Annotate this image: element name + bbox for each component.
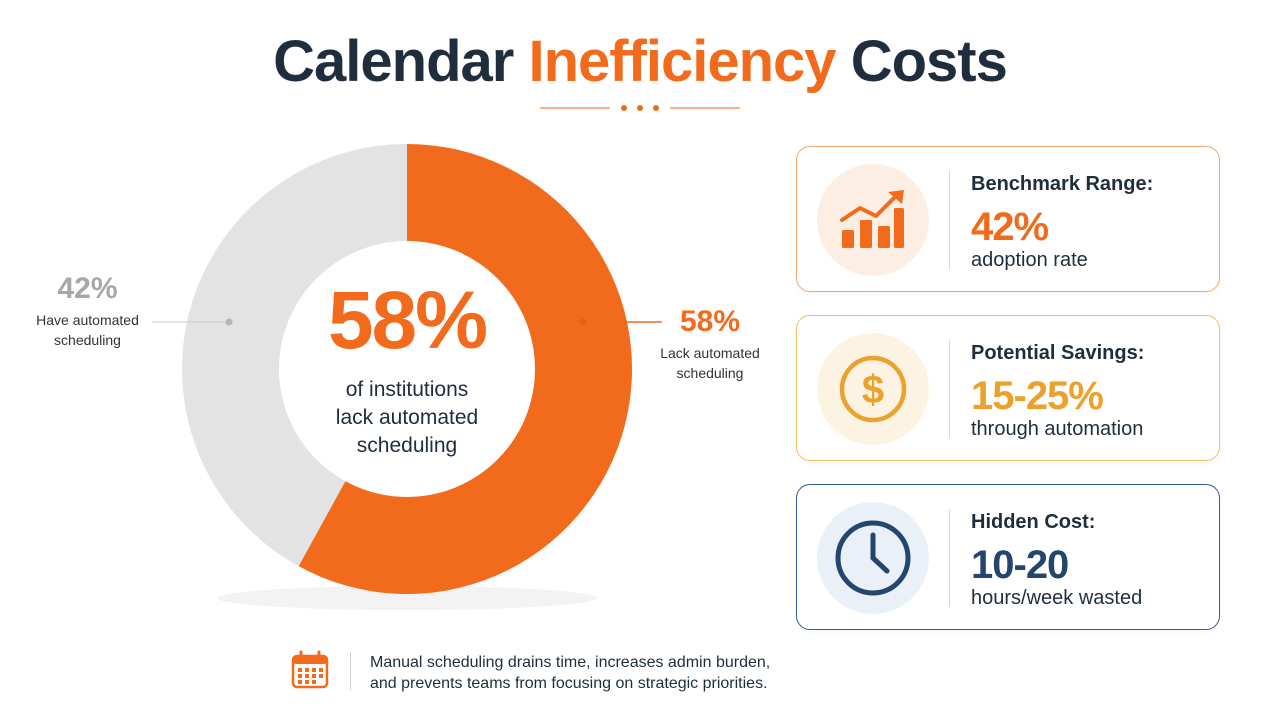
footer-text: Manual scheduling drains time, increases… — [370, 652, 770, 694]
growth-chart-icon — [817, 164, 929, 276]
callout-lack-automated: 58% Lack automated scheduling — [650, 305, 770, 383]
title-part1: Calendar — [273, 29, 514, 94]
svg-text:$: $ — [862, 368, 884, 412]
title-divider — [540, 100, 740, 116]
calendar-icon — [291, 650, 329, 689]
page-title: Calendar Inefficiency Costs — [0, 28, 1280, 95]
callout-have-automated: 42% Have automated scheduling — [20, 272, 155, 350]
card-divider — [949, 340, 950, 438]
donut-center-label: 58% of institutions lack automated sched… — [307, 280, 507, 460]
callout-caption-line: scheduling — [54, 332, 121, 348]
card-label: Hidden Cost: — [971, 511, 1096, 533]
card-value: 15-25% — [971, 374, 1104, 418]
callout-percent: 42% — [57, 272, 118, 305]
center-caption: of institutions lack automated schedulin… — [307, 376, 507, 460]
center-caption-line: scheduling — [356, 434, 458, 457]
benchmark-card: Benchmark Range: 42% adoption rate — [796, 146, 1220, 292]
callout-caption-line: Lack automated — [660, 345, 760, 361]
callout-dot-left — [225, 318, 233, 326]
card-sub: adoption rate — [971, 249, 1088, 271]
dollar-icon: $ — [817, 333, 929, 445]
donut-shadow — [217, 586, 597, 610]
card-label: Potential Savings: — [971, 342, 1145, 364]
donut-hole — [279, 241, 535, 497]
clock-icon — [817, 502, 929, 614]
hidden-cost-card: Hidden Cost: 10-20 hours/week wasted — [796, 484, 1220, 630]
savings-card: $ Potential Savings: 15-25% through auto… — [796, 315, 1220, 461]
card-label: Benchmark Range: — [971, 173, 1154, 195]
donut-chart — [152, 144, 662, 610]
card-sub: through automation — [971, 418, 1144, 440]
callout-percent: 58% — [679, 305, 741, 338]
center-caption-line: lack automated — [335, 406, 479, 429]
title-accent: Inefficiency — [528, 29, 836, 94]
card-divider — [949, 509, 950, 607]
center-percent: 58% — [327, 275, 488, 366]
callout-caption-line: Have automated — [36, 312, 139, 328]
footer-divider — [350, 652, 351, 690]
card-sub: hours/week wasted — [971, 587, 1143, 609]
footer-note: Manual scheduling drains time, increases… — [290, 648, 850, 696]
callout-dot-right — [579, 318, 587, 326]
title-part2: Costs — [850, 29, 1008, 94]
card-divider — [949, 171, 950, 269]
footer-line: and prevents teams from focusing on stra… — [370, 675, 768, 692]
card-value: 42% — [971, 205, 1049, 249]
callout-caption: Lack automated scheduling — [650, 343, 770, 383]
callout-caption-line: scheduling — [676, 365, 744, 381]
callout-caption: Have automated scheduling — [20, 310, 155, 350]
center-caption-line: of institutions — [345, 378, 469, 401]
footer-line: Manual scheduling drains time, increases… — [370, 654, 771, 671]
card-value: 10-20 — [971, 543, 1069, 587]
